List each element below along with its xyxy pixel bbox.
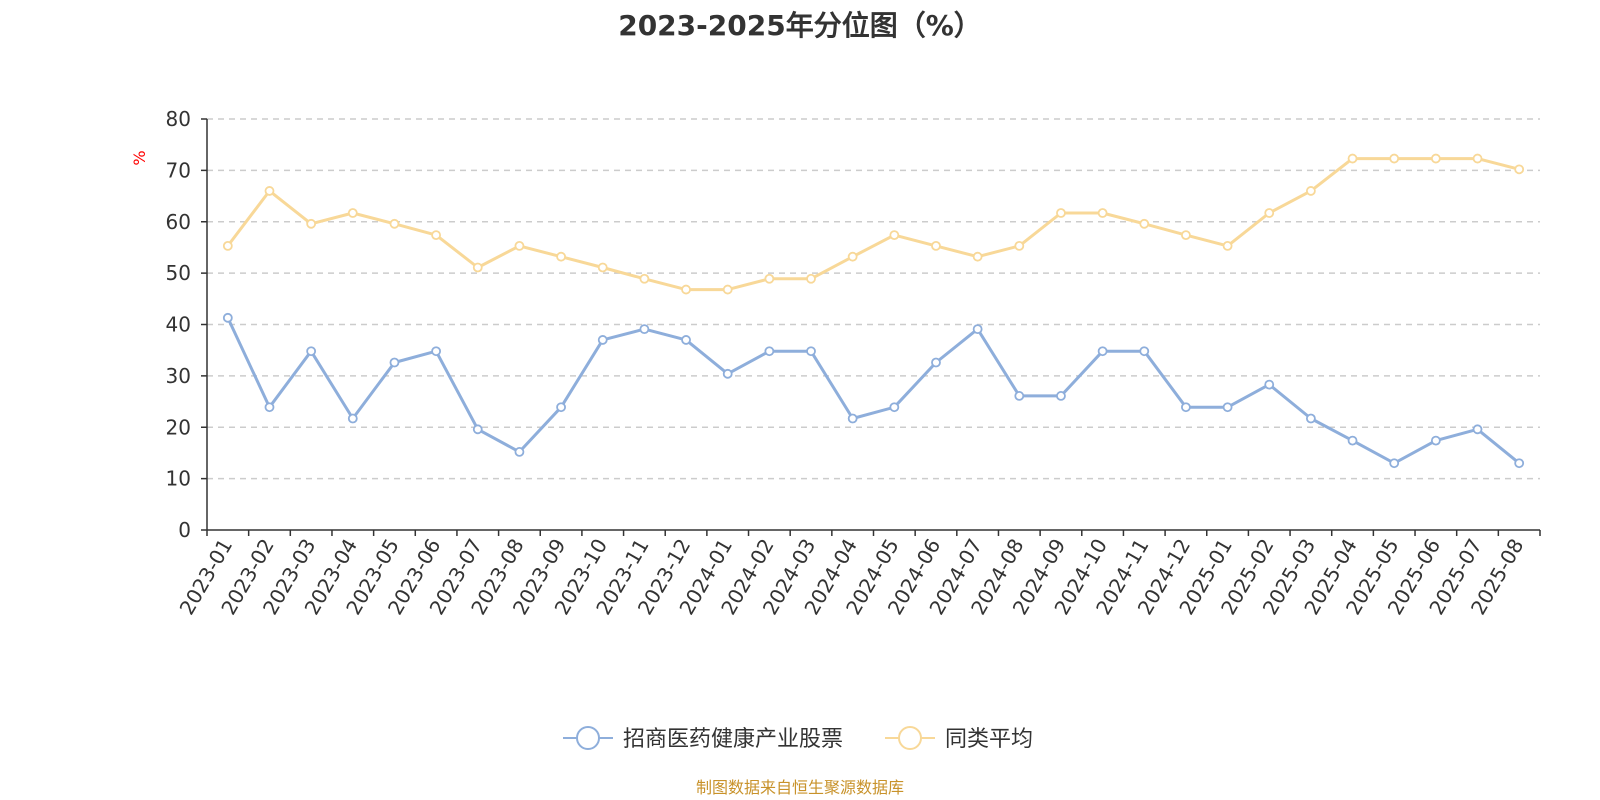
series-layer bbox=[222, 153, 1525, 469]
data-point[interactable] bbox=[931, 240, 941, 251]
data-point[interactable] bbox=[806, 346, 816, 357]
y-tick-label: 10 bbox=[166, 467, 191, 491]
data-point[interactable] bbox=[1264, 208, 1275, 218]
data-point[interactable] bbox=[514, 447, 525, 457]
data-point[interactable] bbox=[722, 368, 733, 379]
y-tick-label: 60 bbox=[166, 210, 191, 234]
legend-item[interactable]: 招商医药健康产业股票 bbox=[563, 726, 843, 752]
y-tick-label: 20 bbox=[166, 415, 191, 439]
data-point[interactable] bbox=[639, 324, 650, 335]
data-point[interactable] bbox=[389, 218, 400, 229]
data-point[interactable] bbox=[264, 186, 275, 196]
data-point[interactable] bbox=[222, 240, 233, 251]
data-point[interactable] bbox=[1139, 218, 1150, 229]
legend-label: 同类平均 bbox=[945, 727, 1033, 752]
data-point[interactable] bbox=[1056, 208, 1066, 218]
data-point[interactable] bbox=[1014, 391, 1025, 401]
chart-title: 2023-2025年分位图（%） bbox=[618, 9, 982, 42]
data-point[interactable] bbox=[1139, 346, 1150, 357]
legend-label: 招商医药健康产业股票 bbox=[623, 727, 843, 752]
data-point[interactable] bbox=[1097, 346, 1108, 357]
data-point[interactable] bbox=[1222, 402, 1233, 413]
series-line bbox=[226, 157, 1520, 292]
data-point[interactable] bbox=[1181, 230, 1191, 241]
legend[interactable]: 招商医药健康产业股票 同类平均 bbox=[563, 726, 1033, 752]
data-point[interactable] bbox=[1305, 186, 1316, 196]
data-point[interactable] bbox=[472, 262, 483, 273]
y-tick-label: 0 bbox=[178, 518, 191, 542]
data-point[interactable] bbox=[306, 218, 317, 229]
data-point[interactable] bbox=[431, 346, 442, 357]
data-point[interactable] bbox=[306, 346, 317, 357]
data-point[interactable] bbox=[1347, 153, 1358, 164]
axes: 010203040506070802023-012023-022023-0320… bbox=[166, 107, 1541, 619]
grid-lines bbox=[207, 118, 1540, 480]
series-group bbox=[222, 153, 1525, 295]
data-point[interactable] bbox=[222, 312, 233, 323]
data-point[interactable] bbox=[1514, 164, 1525, 175]
data-point[interactable] bbox=[1056, 391, 1066, 401]
y-tick-label: 70 bbox=[166, 158, 191, 182]
data-point[interactable] bbox=[347, 208, 358, 218]
data-point[interactable] bbox=[764, 273, 775, 284]
series-line bbox=[226, 317, 1521, 465]
data-point[interactable] bbox=[1181, 402, 1191, 413]
y-tick-label: 80 bbox=[166, 107, 191, 131]
legend-swatch-marker bbox=[576, 726, 600, 750]
data-point[interactable] bbox=[1430, 435, 1441, 446]
data-point[interactable] bbox=[264, 402, 275, 413]
data-point[interactable] bbox=[931, 357, 941, 368]
series-group bbox=[222, 312, 1525, 469]
data-point[interactable] bbox=[1097, 208, 1108, 218]
data-point[interactable] bbox=[972, 251, 983, 262]
data-point[interactable] bbox=[1472, 424, 1483, 435]
data-point[interactable] bbox=[1389, 153, 1400, 164]
y-tick-label: 40 bbox=[166, 313, 191, 337]
data-point[interactable] bbox=[806, 273, 816, 284]
y-axis-unit-label: % bbox=[130, 150, 149, 165]
data-point[interactable] bbox=[639, 273, 650, 284]
data-point[interactable] bbox=[1472, 153, 1483, 164]
data-point[interactable] bbox=[722, 284, 733, 295]
legend-swatch-marker bbox=[898, 726, 922, 750]
data-point[interactable] bbox=[389, 357, 400, 368]
data-point[interactable] bbox=[1014, 240, 1025, 251]
data-point[interactable] bbox=[889, 230, 900, 241]
data-point[interactable] bbox=[431, 230, 442, 241]
data-point[interactable] bbox=[556, 402, 566, 413]
data-point[interactable] bbox=[597, 335, 608, 345]
data-point[interactable] bbox=[1430, 153, 1441, 164]
data-point[interactable] bbox=[681, 335, 691, 345]
data-point[interactable] bbox=[472, 424, 483, 435]
data-source-note: 制图数据来自恒生聚源数据库 bbox=[695, 778, 904, 797]
data-point[interactable] bbox=[1222, 240, 1233, 251]
data-point[interactable] bbox=[514, 240, 525, 251]
data-point[interactable] bbox=[847, 251, 858, 262]
y-tick-label: 30 bbox=[166, 364, 191, 388]
data-point[interactable] bbox=[847, 413, 858, 424]
data-point[interactable] bbox=[764, 346, 775, 357]
y-tick-label: 50 bbox=[166, 261, 191, 285]
legend-item[interactable]: 同类平均 bbox=[885, 726, 1033, 752]
data-point[interactable] bbox=[347, 413, 358, 424]
data-point[interactable] bbox=[556, 251, 566, 262]
data-point[interactable] bbox=[1514, 458, 1525, 469]
data-point[interactable] bbox=[1264, 379, 1275, 390]
data-point[interactable] bbox=[597, 262, 608, 273]
data-point[interactable] bbox=[1389, 458, 1400, 469]
data-point[interactable] bbox=[1347, 435, 1358, 446]
data-point[interactable] bbox=[681, 284, 691, 295]
data-point[interactable] bbox=[1305, 413, 1316, 424]
data-point[interactable] bbox=[889, 402, 900, 413]
data-point[interactable] bbox=[972, 324, 983, 335]
